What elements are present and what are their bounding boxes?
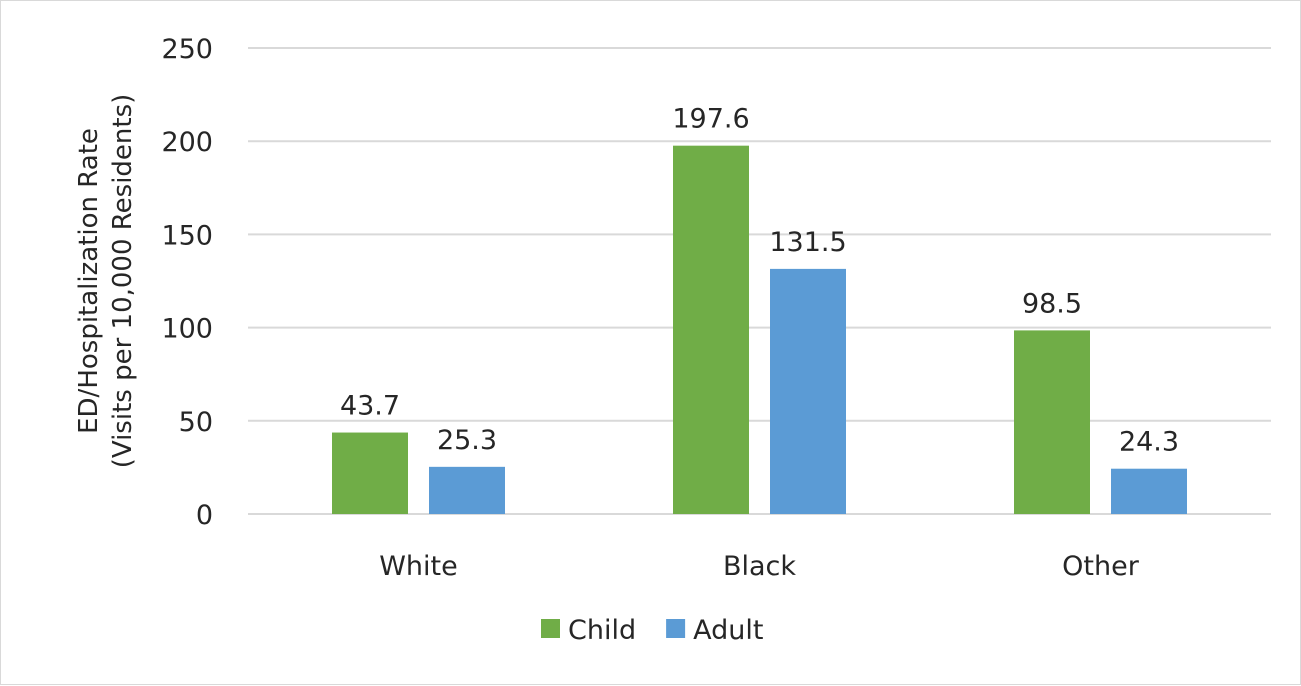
y-axis-title-line2: (Visits per 10,000 Residents): [108, 94, 138, 469]
gridlines: [248, 47, 1271, 515]
y-tick-label: 200: [161, 127, 213, 158]
data-label: 43.7: [340, 391, 400, 422]
y-axis-ticks: 0 50 100 150 200 250: [161, 34, 213, 531]
bar-adult-black: [770, 268, 846, 514]
bar-child-black: [673, 145, 749, 515]
bars: [332, 145, 1187, 515]
y-axis-title: ED/Hospitalization Rate (Visits per 10,0…: [74, 94, 138, 469]
bar-adult-other: [1111, 468, 1187, 514]
x-category-label: Black: [723, 551, 796, 582]
legend-label-child: Child: [568, 615, 636, 646]
bar-child-white: [332, 432, 408, 514]
x-axis-categories: White Black Other: [379, 551, 1139, 582]
x-category-label: Other: [1062, 551, 1140, 582]
y-tick-label: 100: [161, 314, 213, 345]
data-labels: 43.7 25.3 197.6 131.5 98.5 24.3: [340, 104, 1179, 458]
y-tick-label: 50: [179, 407, 213, 438]
data-label: 24.3: [1119, 427, 1179, 458]
legend-swatch-adult: [666, 619, 686, 638]
legend-swatch-child: [541, 619, 560, 638]
bar-adult-white: [429, 466, 505, 514]
legend: Child Adult: [541, 615, 763, 646]
y-axis-title-line1: ED/Hospitalization Rate: [74, 128, 104, 434]
x-category-label: White: [379, 551, 458, 582]
y-tick-label: 150: [161, 220, 213, 251]
y-tick-label: 0: [196, 500, 213, 531]
data-label: 131.5: [769, 227, 846, 258]
data-label: 25.3: [437, 425, 497, 456]
data-label: 197.6: [672, 104, 749, 135]
legend-label-adult: Adult: [693, 615, 763, 646]
data-label: 98.5: [1022, 288, 1082, 319]
y-tick-label: 250: [161, 34, 213, 65]
bar-child-other: [1014, 330, 1090, 514]
